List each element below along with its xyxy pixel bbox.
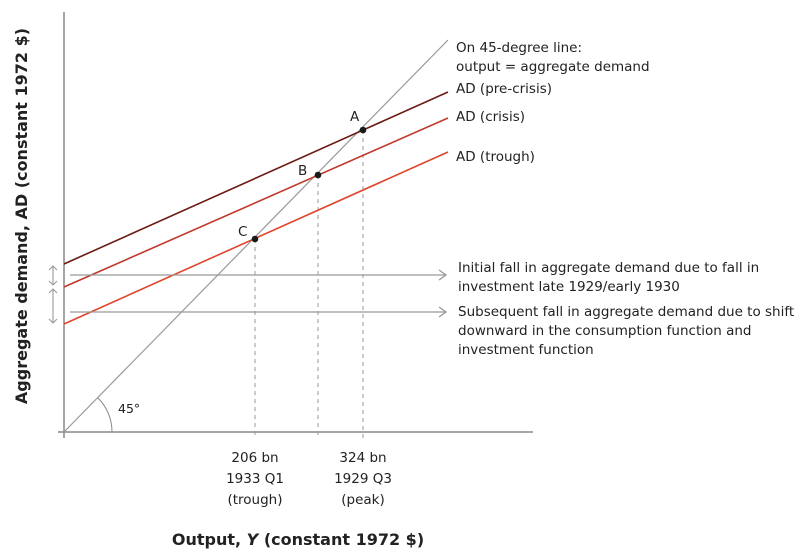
ad-pre-crisis-line (63, 91, 449, 265)
tick-peak-value: 324 bn (339, 450, 386, 466)
arrowhead-1 (438, 269, 448, 281)
shift-arrow-subsequent (48, 288, 58, 324)
tick-trough-note: (trough) (227, 492, 282, 508)
tick-peak-note: (peak) (341, 492, 385, 508)
line-45-label-2: output = aggregate demand (456, 59, 650, 75)
shift-arrow-initial (48, 265, 58, 286)
annotation-2-line-3: investment function (458, 342, 594, 358)
point-a (359, 126, 367, 134)
line-45-label-1: On 45-degree line: (456, 40, 582, 56)
x-axis-title: Output, Y (constant 1972 $) (172, 530, 424, 549)
annotation-1-line-2: investment late 1929/early 1930 (458, 279, 680, 295)
point-a-label: A (350, 109, 360, 125)
ad-crisis-label: AD (crisis) (456, 109, 525, 125)
tick-trough-date: 1933 Q1 (226, 471, 284, 487)
angle-label: 45° (118, 401, 140, 416)
tick-peak-date: 1929 Q3 (334, 471, 392, 487)
ad-pre-crisis-label: AD (pre-crisis) (456, 81, 552, 97)
tick-trough-value: 206 bn (231, 450, 278, 466)
angle-arc (97, 397, 113, 433)
ad-trough-label: AD (trough) (456, 149, 535, 165)
annotation-1-line-1: Initial fall in aggregate demand due to … (458, 260, 759, 276)
annotation-2-line-2: downward in the consumption function and (458, 323, 752, 339)
y-axis-title: Aggregate demand, AD (constant 1972 $) (12, 28, 31, 404)
ad-crisis-line (63, 117, 449, 288)
point-c-label: C (238, 224, 247, 240)
arrowhead-2 (438, 306, 448, 318)
point-c (251, 235, 259, 243)
point-b-label: B (298, 163, 307, 179)
annotation-2-line-1: Subsequent fall in aggregate demand due … (458, 304, 794, 320)
point-b (314, 171, 322, 179)
